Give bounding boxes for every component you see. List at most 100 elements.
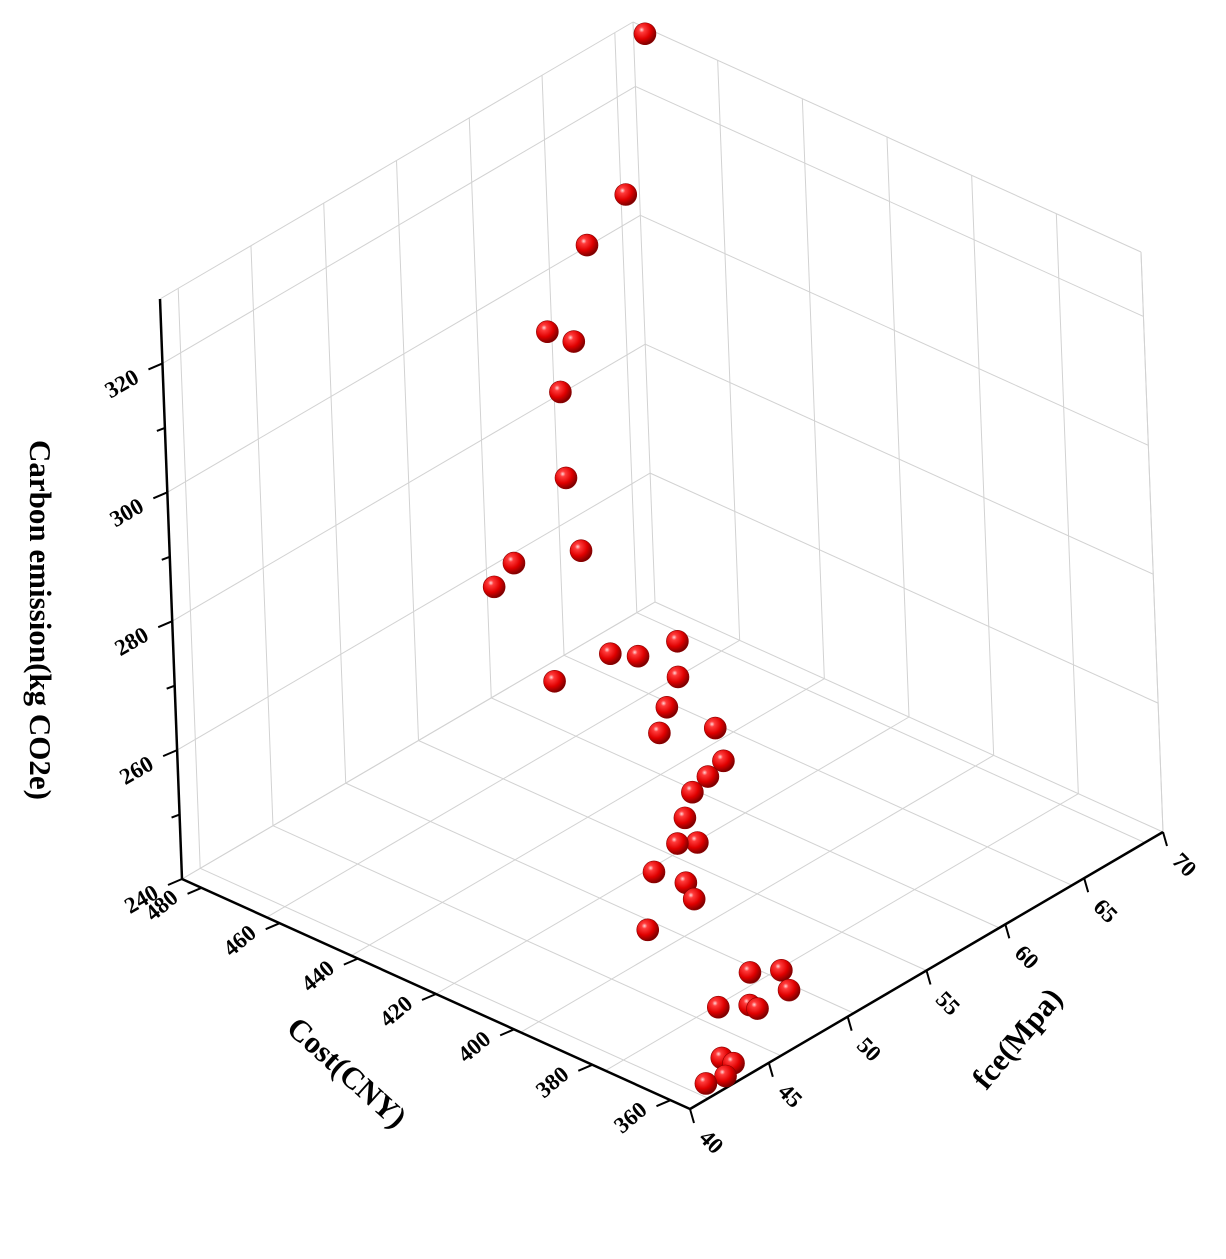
points-layer bbox=[482, 22, 801, 1095]
grid-line-wall-z-right bbox=[654, 601, 1164, 833]
z-tick bbox=[162, 749, 178, 758]
grid-line-wall-z-left bbox=[167, 214, 641, 493]
data-point bbox=[777, 978, 801, 1002]
grid-line-wall-z-right bbox=[640, 214, 1149, 446]
x-tick-label: 420 bbox=[375, 991, 417, 1032]
frame-edge bbox=[159, 21, 634, 300]
grid-line-wall-x bbox=[323, 203, 347, 784]
z-axis-line bbox=[158, 298, 184, 880]
z-minor-tick bbox=[156, 426, 166, 432]
data-point bbox=[648, 721, 671, 745]
y-tick-label: 45 bbox=[773, 1079, 807, 1113]
y-tick-label: 50 bbox=[852, 1033, 886, 1067]
y-axis-label: fce(Mpa) bbox=[965, 981, 1069, 1096]
data-point bbox=[666, 629, 689, 653]
data-point bbox=[694, 1072, 718, 1095]
x-tick-label: 380 bbox=[531, 1061, 573, 1102]
y-tick-label: 70 bbox=[1167, 848, 1201, 882]
z-minor-tick bbox=[161, 555, 171, 561]
z-axis-label: Carbon emission(kg CO2e) bbox=[23, 440, 58, 800]
z-tick-label: 260 bbox=[115, 751, 157, 790]
grid-layer bbox=[159, 21, 1164, 1110]
grid-line-wall-x bbox=[614, 32, 638, 613]
data-point bbox=[770, 958, 793, 982]
grid-line-floor-y bbox=[435, 716, 910, 995]
grid-line-wall-x bbox=[541, 75, 565, 656]
y-tick bbox=[846, 1016, 853, 1031]
x-tick bbox=[265, 922, 281, 931]
data-point bbox=[696, 765, 720, 788]
grid-line-wall-y bbox=[971, 175, 995, 756]
data-point bbox=[633, 22, 657, 46]
grid-line-wall-x bbox=[177, 288, 201, 869]
grid-line-wall-x bbox=[396, 160, 419, 741]
z-tick-label: 320 bbox=[101, 364, 143, 403]
data-point bbox=[655, 695, 679, 719]
data-point bbox=[536, 320, 559, 343]
y-tick-label: 60 bbox=[1010, 940, 1044, 974]
data-point bbox=[712, 749, 735, 773]
x-tick-label: 400 bbox=[453, 1026, 495, 1067]
grid-line-wall-z-right bbox=[635, 85, 1144, 317]
x-tick bbox=[656, 1099, 671, 1108]
grid-line-wall-x bbox=[250, 245, 274, 826]
z-tick bbox=[157, 620, 173, 629]
grid-line-wall-x bbox=[468, 117, 492, 698]
data-point bbox=[707, 995, 730, 1019]
grid-line-wall-z-left bbox=[181, 601, 656, 880]
y-tick-label: 40 bbox=[694, 1125, 728, 1159]
data-point bbox=[682, 887, 706, 911]
frame-edge bbox=[632, 21, 1142, 253]
grid-line-wall-z-right bbox=[645, 343, 1154, 575]
z-tick bbox=[148, 362, 163, 371]
data-point bbox=[482, 575, 506, 599]
y-tick-label: 65 bbox=[1089, 894, 1123, 928]
z-tick bbox=[152, 491, 168, 500]
y-tick bbox=[1162, 831, 1168, 847]
grid-line-wall-z-right bbox=[649, 472, 1159, 704]
grid-line-wall-y bbox=[632, 21, 656, 603]
data-point bbox=[703, 716, 727, 740]
label-layer: Carbon emission(kg CO2e) Cost(CNY) fce(M… bbox=[23, 440, 1069, 1135]
data-point bbox=[549, 380, 572, 404]
data-point bbox=[614, 183, 638, 206]
data-point bbox=[666, 832, 689, 855]
y-tick-label: 55 bbox=[931, 986, 965, 1020]
data-point bbox=[636, 918, 660, 942]
y-tick bbox=[925, 970, 932, 985]
data-point bbox=[562, 330, 586, 353]
frame-edge bbox=[1140, 251, 1164, 833]
grid-line-floor-y bbox=[520, 754, 994, 1033]
z-tick bbox=[167, 878, 183, 886]
y-tick bbox=[1083, 877, 1090, 893]
y-tick bbox=[689, 1108, 695, 1124]
data-point bbox=[714, 1064, 737, 1088]
x-tick bbox=[421, 993, 437, 1001]
z-minor-tick bbox=[171, 813, 180, 819]
data-point bbox=[681, 780, 704, 804]
grid-line-wall-y bbox=[1055, 213, 1079, 794]
x-tick-label: 440 bbox=[297, 955, 339, 996]
data-point bbox=[738, 961, 762, 984]
data-point bbox=[673, 806, 697, 830]
x-tick bbox=[499, 1028, 515, 1037]
data-point bbox=[575, 233, 599, 257]
data-point bbox=[642, 860, 666, 884]
grid-line-wall-y bbox=[717, 60, 741, 641]
data-point bbox=[746, 997, 769, 1020]
z-tick-label: 280 bbox=[110, 622, 152, 661]
y-tick bbox=[767, 1062, 774, 1078]
grid-line-floor-y bbox=[605, 793, 1079, 1072]
grid-line-wall-y bbox=[801, 98, 825, 679]
data-point bbox=[686, 831, 709, 854]
grid-line-wall-z-left bbox=[176, 472, 651, 751]
data-point bbox=[543, 669, 566, 693]
y-tick bbox=[1004, 924, 1011, 939]
grid-line-floor-y bbox=[351, 678, 825, 957]
x-tick bbox=[187, 886, 202, 895]
x-tick bbox=[343, 957, 359, 966]
z-tick-label: 300 bbox=[105, 493, 147, 532]
x-tick bbox=[577, 1063, 593, 1072]
x-tick-label: 360 bbox=[609, 1097, 651, 1138]
